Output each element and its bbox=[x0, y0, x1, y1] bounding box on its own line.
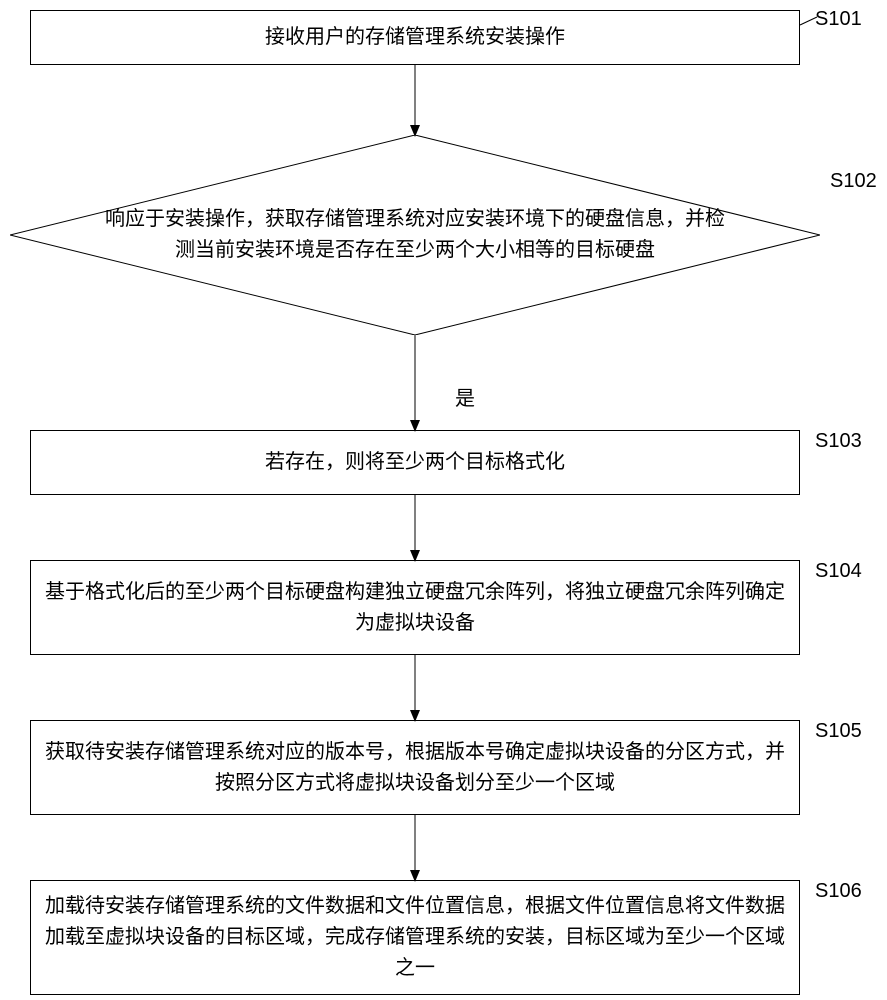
step-s102-diamond: 响应于安装操作，获取存储管理系统对应安装环境下的硬盘信息，并检测当前安装环境是否… bbox=[10, 135, 820, 335]
step-s102-label: S102 bbox=[830, 170, 877, 193]
step-s106: 加载待安装存储管理系统的文件数据和文件位置信息，根据文件位置信息将文件数据加载至… bbox=[30, 880, 800, 995]
flowchart-canvas: 接收用户的存储管理系统安装操作 S101 响应于安装操作，获取存储管理系统对应安… bbox=[0, 0, 887, 1000]
decision-yes-label: 是 bbox=[455, 382, 475, 411]
step-s105: 获取待安装存储管理系统对应的版本号，根据版本号确定虚拟块设备的分区方式，并按照分… bbox=[30, 720, 800, 815]
step-s106-text: 加载待安装存储管理系统的文件数据和文件位置信息，根据文件位置信息将文件数据加载至… bbox=[45, 891, 785, 984]
step-s104-text: 基于格式化后的至少两个目标硬盘构建独立硬盘冗余阵列，将独立硬盘冗余阵列确定为虚拟… bbox=[45, 577, 785, 639]
step-s103-text: 若存在，则将至少两个目标格式化 bbox=[265, 447, 565, 478]
step-s106-label: S106 bbox=[815, 880, 862, 903]
step-s104-label: S104 bbox=[815, 560, 862, 583]
step-s103-label: S103 bbox=[815, 430, 862, 453]
step-s105-label: S105 bbox=[815, 720, 862, 743]
step-s101-label: S101 bbox=[815, 8, 862, 31]
step-s103: 若存在，则将至少两个目标格式化 bbox=[30, 430, 800, 495]
step-s102-text: 响应于安装操作，获取存储管理系统对应安装环境下的硬盘信息，并检测当前安装环境是否… bbox=[10, 135, 820, 335]
step-s105-text: 获取待安装存储管理系统对应的版本号，根据版本号确定虚拟块设备的分区方式，并按照分… bbox=[45, 737, 785, 799]
step-s101-text: 接收用户的存储管理系统安装操作 bbox=[265, 22, 565, 53]
step-s104: 基于格式化后的至少两个目标硬盘构建独立硬盘冗余阵列，将独立硬盘冗余阵列确定为虚拟… bbox=[30, 560, 800, 655]
step-s101: 接收用户的存储管理系统安装操作 bbox=[30, 10, 800, 65]
